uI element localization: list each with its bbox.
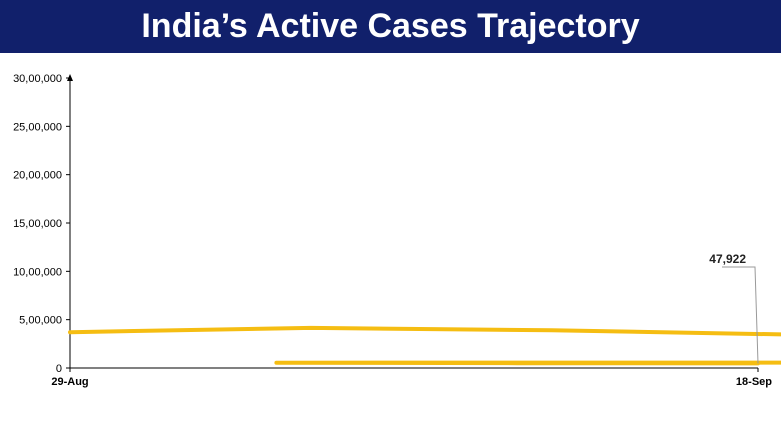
series-line xyxy=(70,150,781,367)
y-tick-label: 5,00,000 xyxy=(19,315,62,327)
annotation-leader-line xyxy=(722,267,758,363)
y-tick-label: 15,00,000 xyxy=(13,218,62,230)
y-axis: 0 5,00,000 10,00,000 15,00,000 20,00,000 25,0… xyxy=(13,73,73,375)
x-axis: 29-Aug3-Oct7-Nov12-Dec16-Jan20-Feb27-Mar… xyxy=(51,368,781,388)
y-tick-label: 25,00,000 xyxy=(13,121,62,133)
annotations: 47,922 xyxy=(709,252,758,363)
title-bar: India’s Active Cases Trajectory xyxy=(0,0,781,53)
x-tick-label: 18-Sep xyxy=(736,376,772,388)
x-tick-label: 29-Aug xyxy=(51,376,88,388)
y-tick-label: 10,00,000 xyxy=(13,266,62,278)
y-tick-label: 30,00,000 xyxy=(13,73,62,85)
annotation-label: 47,922 xyxy=(709,252,746,266)
series xyxy=(70,149,781,367)
line-chart: 0 5,00,000 10,00,000 15,00,000 20,00,000 25,0… xyxy=(0,53,781,439)
y-tick-label: 20,00,000 xyxy=(13,170,62,182)
chart-title: India’s Active Cases Trajectory xyxy=(141,7,639,46)
chart-area: 0 5,00,000 10,00,000 15,00,000 20,00,000 25,0… xyxy=(0,53,781,439)
y-tick-label: 0 xyxy=(56,363,62,375)
